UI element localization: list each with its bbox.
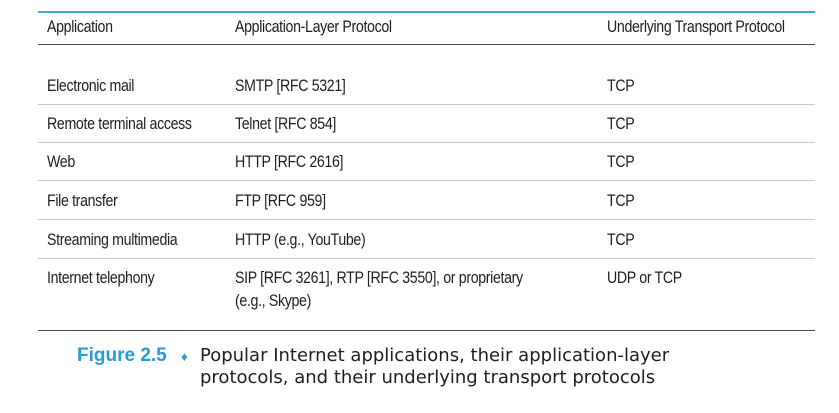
row-transport: TCP (607, 77, 635, 95)
row-separator (38, 219, 815, 220)
row-transport: UDP or TCP (607, 269, 682, 287)
table-header-rule (38, 44, 815, 45)
row-protocol: SMTP [RFC 5321] (235, 77, 346, 95)
header-transport-protocol: Underlying Transport Protocol (607, 18, 785, 36)
caption-line-2: protocols, and their underlying transpor… (200, 367, 656, 388)
row-application: Internet telephony (47, 269, 155, 287)
row-separator (38, 142, 815, 143)
row-application: Web (47, 153, 75, 171)
row-protocol: HTTP (e.g., YouTube) (235, 231, 366, 249)
caption-text: Popular Internet applications, their app… (200, 345, 760, 389)
table-bottom-rule (38, 330, 815, 331)
row-transport: TCP (607, 231, 635, 249)
header-application-layer-protocol: Application-Layer Protocol (235, 18, 392, 36)
table-top-rule (38, 11, 815, 13)
row-protocol: HTTP [RFC 2616] (235, 153, 344, 171)
header-application: Application (47, 18, 113, 36)
figure-label: Figure 2.5 (77, 345, 167, 366)
row-separator (38, 104, 815, 105)
caption-line-1: Popular Internet applications, their app… (200, 345, 670, 366)
row-transport: TCP (607, 115, 635, 133)
row-protocol-continued: (e.g., Skype) (235, 292, 311, 310)
diamond-icon: ♦ (181, 349, 188, 364)
row-protocol: SIP [RFC 3261], RTP [RFC 3550], or propr… (235, 269, 523, 287)
row-protocol: Telnet [RFC 854] (235, 115, 336, 133)
row-protocol: FTP [RFC 959] (235, 192, 326, 210)
row-transport: TCP (607, 192, 635, 210)
row-application: Remote terminal access (47, 115, 192, 133)
row-separator (38, 180, 815, 181)
row-application: File transfer (47, 192, 118, 210)
row-application: Streaming multimedia (47, 231, 178, 249)
row-separator (38, 258, 815, 259)
row-transport: TCP (607, 153, 635, 171)
row-application: Electronic mail (47, 77, 135, 95)
